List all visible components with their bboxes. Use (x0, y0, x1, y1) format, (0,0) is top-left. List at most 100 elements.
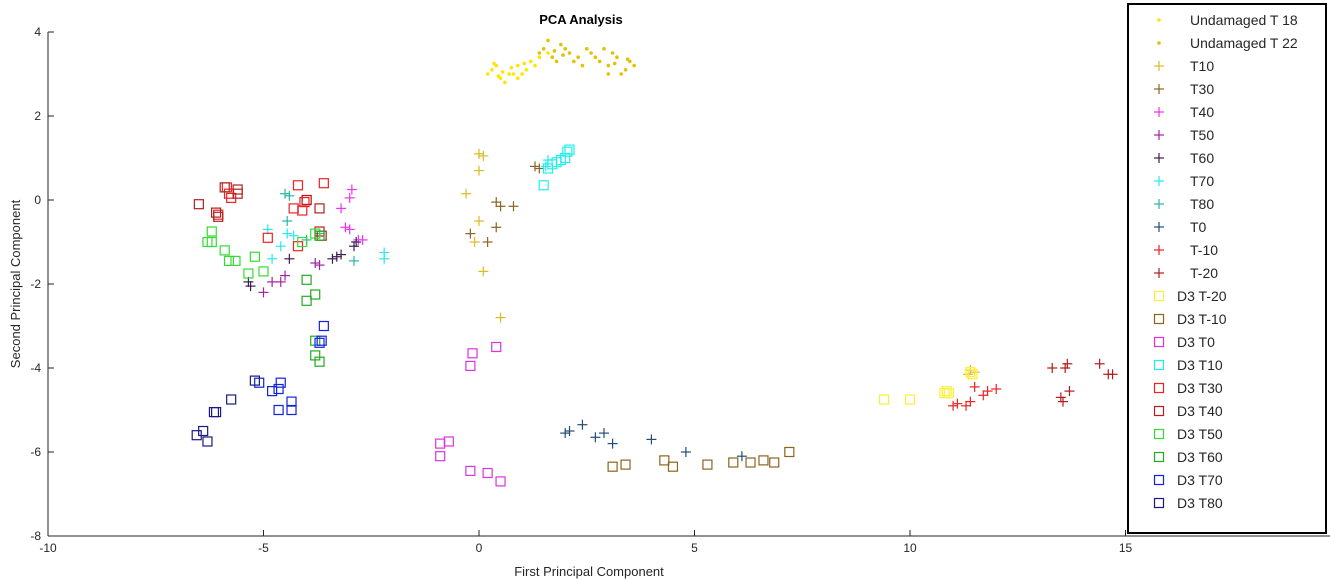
data-point (288, 203, 299, 214)
axes: -10 -5 0 5 10 15 -8 -6 -4 -2 0 2 4 (30, 25, 1330, 555)
data-point (562, 146, 573, 157)
data-point (769, 457, 780, 468)
data-point (522, 61, 527, 66)
legend-marker (1157, 41, 1161, 45)
data-point (282, 216, 293, 226)
data-point (478, 150, 489, 161)
data-point (310, 289, 321, 300)
data-point (346, 184, 357, 195)
legend-marker (1154, 199, 1164, 209)
legend-marker (1153, 336, 1165, 348)
data-point (625, 57, 630, 62)
data-point (301, 194, 312, 206)
data-point (351, 237, 362, 247)
plot-area (191, 38, 1118, 487)
data-point (349, 255, 360, 266)
data-point (1047, 363, 1058, 373)
data-point (520, 72, 524, 76)
data-point (344, 192, 355, 203)
y-tick-label: 2 (34, 109, 41, 123)
data-point (482, 237, 493, 247)
legend-label: T70 (1190, 173, 1214, 189)
x-tick-label: 5 (691, 541, 698, 555)
legend-marker (1157, 18, 1161, 22)
data-point (991, 384, 1002, 394)
legend-entry: T-10 (1154, 242, 1218, 258)
legend-label: D3 T80 (1177, 495, 1223, 511)
data-point (530, 161, 541, 172)
data-point (561, 53, 565, 57)
data-point (273, 383, 284, 395)
data-point (1060, 363, 1071, 373)
data-point (208, 407, 220, 418)
data-point (210, 407, 222, 418)
data-point (524, 68, 529, 72)
data-point (554, 59, 559, 64)
data-point (474, 216, 484, 226)
data-point (349, 241, 360, 252)
legend-label: D3 T70 (1177, 472, 1223, 488)
data-point (1107, 369, 1118, 380)
legend-entry: T0 (1154, 219, 1207, 235)
data-point (597, 59, 602, 64)
data-point (275, 276, 286, 287)
data-point (340, 222, 351, 233)
data-point (736, 451, 747, 462)
data-point (1055, 392, 1066, 403)
data-point (331, 251, 342, 262)
data-point (607, 438, 618, 449)
data-point (336, 249, 347, 260)
data-point (435, 438, 446, 449)
data-point (632, 63, 636, 68)
legend-entry: T-20 (1154, 265, 1218, 281)
data-point (310, 258, 321, 268)
legend-marker (1154, 61, 1164, 71)
data-point (948, 400, 959, 411)
data-point (292, 180, 304, 191)
data-point (537, 55, 542, 59)
legend-entry: T30 (1154, 81, 1214, 97)
data-point (297, 205, 308, 216)
data-point (213, 211, 224, 222)
data-point (286, 396, 297, 407)
legend-entry: D3 T60 (1153, 449, 1223, 465)
data-point (193, 199, 204, 210)
data-point (213, 209, 224, 220)
data-point (515, 76, 520, 80)
data-point (564, 144, 575, 155)
data-point (564, 426, 575, 436)
data-point (659, 455, 670, 466)
data-point (230, 255, 241, 266)
data-point (602, 47, 606, 51)
data-point (467, 348, 478, 359)
legend-label: Undamaged T 22 (1190, 35, 1298, 51)
data-point (379, 253, 390, 264)
data-point (262, 232, 273, 243)
data-point (904, 394, 916, 405)
legend-marker (1153, 382, 1165, 394)
legend: Undamaged T 18 Undamaged T 22 T10 T30 T40 T50… (1127, 3, 1327, 534)
data-point (495, 476, 506, 487)
data-point (552, 49, 557, 53)
legend-marker (1153, 497, 1165, 509)
data-point (221, 182, 232, 193)
legend-entry: T60 (1154, 150, 1214, 166)
legend-marker (1154, 245, 1164, 255)
data-point (301, 194, 312, 206)
data-point (469, 237, 480, 247)
legend-entry: T50 (1154, 127, 1214, 143)
y-tick-label: 0 (34, 193, 41, 207)
x-tick-label: -10 (39, 541, 57, 555)
data-point (485, 72, 490, 76)
data-point (314, 230, 325, 241)
legend-marker (1154, 107, 1164, 117)
data-point (528, 59, 533, 64)
data-point (982, 386, 993, 397)
data-point (314, 203, 325, 214)
data-point (620, 459, 631, 470)
data-point (540, 161, 551, 172)
data-point (546, 51, 550, 55)
data-point (965, 367, 976, 378)
data-point (560, 428, 571, 439)
y-axis-ticks: -8 -6 -4 -2 0 2 4 (30, 25, 54, 543)
